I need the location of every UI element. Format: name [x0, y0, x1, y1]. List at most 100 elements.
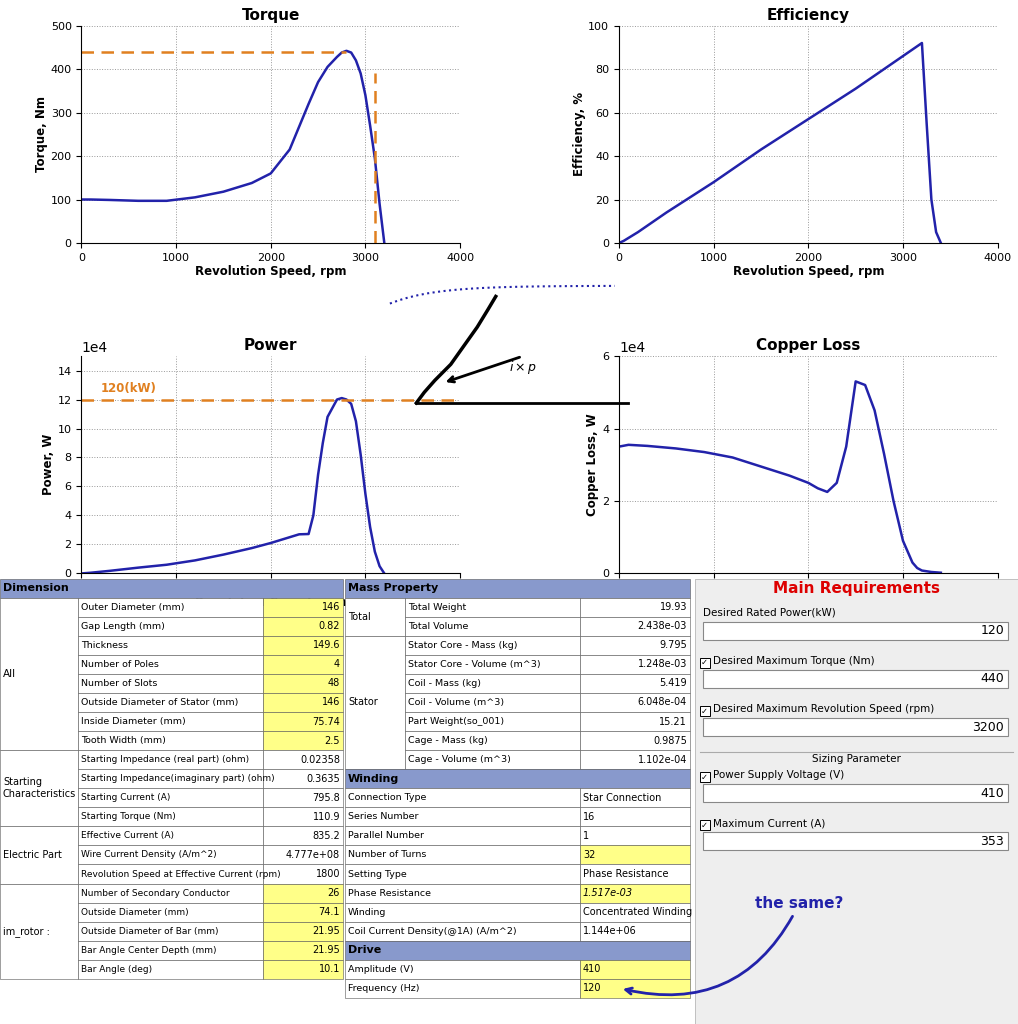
Title: Efficiency: Efficiency: [767, 8, 850, 24]
Bar: [345, 922, 580, 941]
Text: 0.02358: 0.02358: [300, 755, 340, 765]
X-axis label: Revolution Speed, rpm: Revolution Speed, rpm: [195, 265, 346, 279]
Bar: [700, 657, 710, 668]
Text: Cage - Volume (m^3): Cage - Volume (m^3): [408, 755, 511, 764]
Text: Number of Poles: Number of Poles: [81, 659, 159, 669]
Bar: [700, 772, 710, 782]
Text: 146: 146: [322, 697, 340, 708]
Bar: [580, 731, 690, 751]
Text: Desired Maximum Torque (Nm): Desired Maximum Torque (Nm): [713, 655, 874, 666]
Bar: [580, 826, 690, 846]
Text: ✓: ✓: [701, 658, 708, 668]
Text: Dimension: Dimension: [3, 583, 69, 593]
Title: Torque: Torque: [241, 8, 300, 24]
Title: Copper Loss: Copper Loss: [756, 339, 860, 353]
Bar: [78, 712, 263, 731]
Bar: [78, 902, 263, 922]
Text: 120(kW): 120(kW): [101, 382, 156, 395]
Text: 26: 26: [328, 888, 340, 898]
Text: 440: 440: [980, 673, 1004, 685]
Text: 1.102e-04: 1.102e-04: [637, 755, 687, 765]
Bar: [0, 751, 78, 826]
Bar: [703, 622, 1008, 640]
Bar: [700, 820, 710, 830]
Y-axis label: Copper Loss, W: Copper Loss, W: [586, 414, 600, 516]
Text: Revolution Speed at Effective Current (rpm): Revolution Speed at Effective Current (r…: [81, 869, 281, 879]
Text: 2.438e-03: 2.438e-03: [637, 622, 687, 631]
Bar: [263, 616, 343, 636]
Bar: [703, 784, 1008, 802]
Text: Number of Slots: Number of Slots: [81, 679, 158, 688]
Text: Starting Impedance(imaginary part) (ohm): Starting Impedance(imaginary part) (ohm): [81, 774, 275, 783]
Bar: [0, 598, 78, 751]
Bar: [405, 751, 580, 769]
Text: 1800: 1800: [316, 869, 340, 879]
Bar: [580, 807, 690, 826]
Y-axis label: Efficiency, %: Efficiency, %: [572, 92, 585, 176]
Text: Coil - Volume (m^3): Coil - Volume (m^3): [408, 698, 504, 707]
Text: Stator Core - Mass (kg): Stator Core - Mass (kg): [408, 641, 517, 650]
Text: Outside Diameter of Stator (mm): Outside Diameter of Stator (mm): [81, 698, 238, 707]
Text: Parallel Number: Parallel Number: [348, 831, 425, 841]
Bar: [345, 579, 690, 598]
Bar: [580, 616, 690, 636]
Text: Bar Angle (deg): Bar Angle (deg): [81, 965, 152, 974]
Text: Setting Type: Setting Type: [348, 869, 407, 879]
Text: Winding: Winding: [348, 907, 387, 916]
Text: 795.8: 795.8: [313, 793, 340, 803]
Bar: [78, 884, 263, 902]
Bar: [580, 712, 690, 731]
Text: 0.9875: 0.9875: [654, 735, 687, 745]
Bar: [78, 731, 263, 751]
Bar: [263, 864, 343, 884]
Bar: [263, 598, 343, 616]
Bar: [580, 884, 690, 902]
Bar: [405, 674, 580, 693]
Bar: [345, 884, 580, 902]
Text: 1: 1: [583, 830, 589, 841]
Bar: [78, 864, 263, 884]
Text: 75.74: 75.74: [313, 717, 340, 726]
Bar: [78, 674, 263, 693]
Bar: [580, 693, 690, 712]
Bar: [345, 769, 690, 788]
Text: Mass Property: Mass Property: [348, 583, 439, 593]
Bar: [580, 846, 690, 864]
Text: 32: 32: [583, 850, 596, 860]
Bar: [78, 769, 263, 788]
Bar: [0, 884, 78, 979]
Bar: [580, 654, 690, 674]
Text: 21.95: 21.95: [313, 945, 340, 955]
Bar: [405, 598, 580, 616]
Bar: [580, 674, 690, 693]
Bar: [263, 884, 343, 902]
Text: 4: 4: [334, 659, 340, 670]
Text: Bar Angle Center Depth (mm): Bar Angle Center Depth (mm): [81, 946, 217, 954]
Text: Desired Rated Power(kW): Desired Rated Power(kW): [703, 607, 836, 617]
Text: 19.93: 19.93: [660, 602, 687, 612]
Bar: [695, 579, 1018, 1024]
Text: 16: 16: [583, 812, 596, 822]
Bar: [78, 807, 263, 826]
Text: Coil Current Density(@1A) (A/m^2): Coil Current Density(@1A) (A/m^2): [348, 927, 516, 936]
Bar: [78, 846, 263, 864]
Bar: [345, 941, 690, 959]
Text: Starting Impedance (real part) (ohm): Starting Impedance (real part) (ohm): [81, 755, 249, 764]
Text: 1.248e-03: 1.248e-03: [637, 659, 687, 670]
Bar: [78, 598, 263, 616]
Text: Phase Resistance: Phase Resistance: [583, 869, 669, 879]
Title: Power: Power: [244, 339, 297, 353]
Bar: [263, 959, 343, 979]
Text: Part Weight(so_001): Part Weight(so_001): [408, 717, 504, 726]
Bar: [405, 693, 580, 712]
Text: 9.795: 9.795: [660, 640, 687, 650]
Bar: [0, 826, 78, 884]
Bar: [580, 598, 690, 616]
Text: Outer Diameter (mm): Outer Diameter (mm): [81, 603, 184, 611]
Text: ✓: ✓: [701, 707, 708, 716]
Text: Starting Torque (Nm): Starting Torque (Nm): [81, 812, 176, 821]
Bar: [345, 979, 580, 998]
Bar: [700, 706, 710, 716]
Bar: [263, 751, 343, 769]
Text: Gap Length (mm): Gap Length (mm): [81, 622, 165, 631]
